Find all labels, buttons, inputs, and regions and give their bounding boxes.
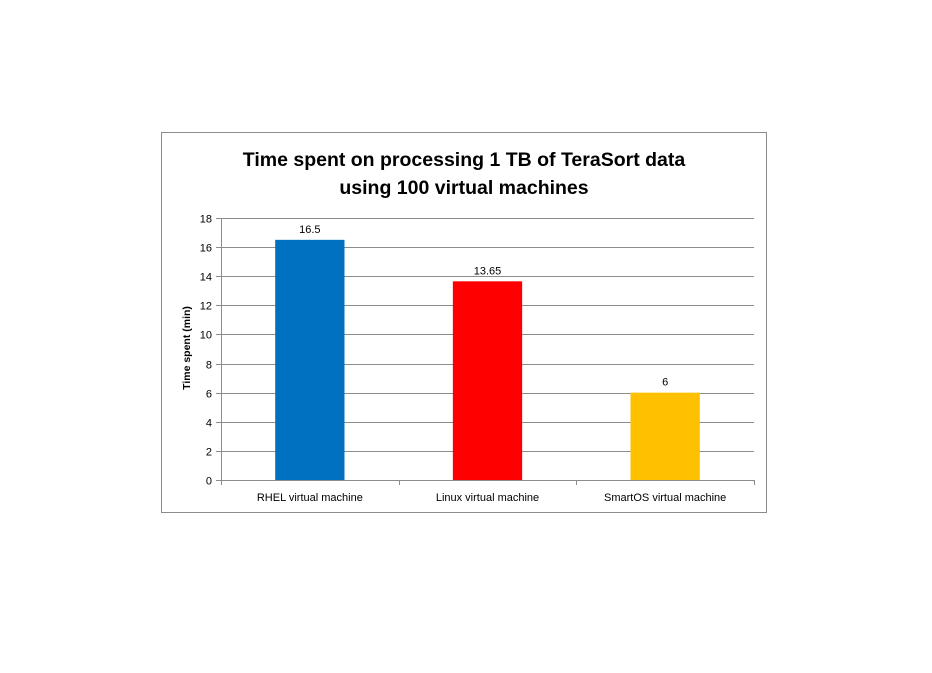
chart-title-line-2: using 100 virtual machines — [339, 177, 588, 199]
y-axis-label: Time spent (min) — [181, 306, 193, 390]
data-label: 16.5 — [299, 224, 320, 236]
x-category-label: RHEL virtual machine — [257, 492, 363, 504]
data-label: 6 — [662, 377, 668, 389]
y-tick-label: 4 — [206, 418, 212, 430]
bar-2 — [452, 281, 523, 480]
bar-1 — [275, 239, 345, 480]
y-tick-label: 2 — [206, 447, 212, 459]
y-tick-label: 8 — [206, 360, 212, 372]
y-tick-label: 16 — [200, 243, 212, 255]
chart-frame: Time spent on processing 1 TB of TeraSor… — [161, 132, 767, 513]
bars — [275, 239, 700, 480]
y-tick-label: 14 — [200, 272, 212, 284]
data-label: 13.65 — [474, 265, 502, 277]
y-tick-label: 12 — [200, 301, 212, 313]
chart-title-line-1: Time spent on processing 1 TB of TeraSor… — [243, 149, 686, 171]
chart-title: Time spent on processing 1 TB of TeraSor… — [243, 149, 686, 199]
y-tick-label: 10 — [200, 330, 212, 342]
y-axis-ticks: 0 2 4 6 8 10 12 14 16 18 — [200, 214, 212, 488]
y-tick-label: 18 — [200, 214, 212, 226]
x-axis-categories: RHEL virtual machine Linux virtual machin… — [257, 492, 726, 504]
y-tick-label: 6 — [206, 389, 212, 401]
x-category-label: SmartOS virtual machine — [604, 492, 726, 504]
bar-3 — [630, 392, 700, 480]
x-category-label: Linux virtual machine — [436, 492, 539, 504]
bar-chart: Time spent on processing 1 TB of TeraSor… — [181, 149, 755, 504]
data-labels: 16.5 13.65 6 — [299, 224, 668, 389]
y-tick-label: 0 — [206, 476, 212, 488]
